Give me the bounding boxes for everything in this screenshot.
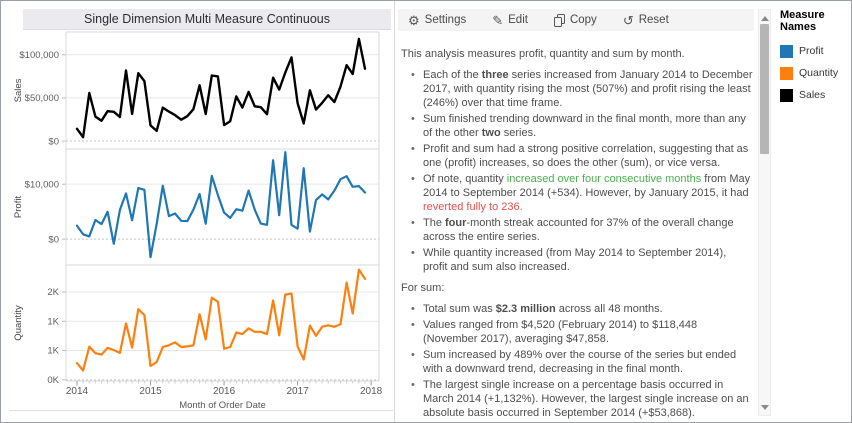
profit-line[interactable] [75, 151, 367, 259]
y-tick-label: $100,000 [19, 50, 59, 61]
copy-label: Copy [569, 14, 597, 26]
edit-label: Edit [508, 14, 528, 26]
scroll-down-arrow[interactable] [759, 401, 770, 413]
analysis-run: The largest single increase on a percent… [423, 379, 749, 419]
reset-label: Reset [638, 14, 669, 26]
analysis-run: -month streak accounted for 37% of the o… [423, 217, 734, 243]
analysis-paragraph: For sum: [401, 281, 753, 295]
analysis-bullet: Sum finished trending downward in the fi… [411, 112, 753, 140]
analysis-run: Sum finished trending downward in the fi… [423, 113, 746, 139]
analysis-bullet-list: Total sum was $2.3 million across all 48… [401, 302, 753, 422]
y-tick-label: 0K [47, 375, 59, 386]
analysis-run-bold: four [445, 217, 467, 229]
analysis-run: Sum increased by 489% over the course of… [423, 349, 737, 375]
x-tick-label: 2018 [360, 386, 383, 397]
analysis-text: This analysis measures profit, quantity … [401, 41, 753, 422]
y-tick-label: 2K [47, 287, 59, 298]
analysis-run: from May 2014 to September 2014 (+534). … [423, 173, 751, 199]
legend-swatch [780, 88, 793, 102]
analysis-bullet: Total sum was $2.3 million across all 48… [411, 302, 753, 316]
scroll-up-arrow[interactable] [759, 12, 770, 24]
measure-label-profit: Profit [13, 196, 24, 219]
legend-item-profit[interactable]: Profit [780, 40, 850, 62]
analysis-run: series. [500, 127, 537, 139]
reset-undo-icon: ↺ [622, 12, 634, 28]
analysis-panel: ⚙ Settings ✎ Edit Copy ↺ Reset This anal… [398, 9, 756, 419]
y-tick-label: 1K [47, 316, 59, 327]
legend-item-sales[interactable]: Sales [780, 84, 850, 106]
chart-title: Single Dimension Multi Measure Continuou… [23, 9, 391, 30]
analysis-run: Of note, quantity [423, 173, 507, 185]
analysis-toolbar: ⚙ Settings ✎ Edit Copy ↺ Reset [398, 9, 754, 31]
analysis-bullet: While quantity increased (from May 2014 … [411, 246, 753, 274]
legend-label: Profit [799, 45, 824, 57]
x-tick-label: 2015 [139, 386, 162, 397]
analysis-bullet: The largest single increase on a percent… [411, 378, 753, 420]
x-tick-label: 2016 [213, 386, 236, 397]
quantity-line[interactable] [75, 268, 367, 372]
analysis-run: Each of the [423, 69, 482, 81]
analysis-run: series increased from January 2014 to De… [423, 69, 753, 109]
x-tick-label: 2017 [286, 386, 309, 397]
pencil-icon: ✎ [492, 12, 504, 28]
copy-icon [553, 13, 565, 27]
scroll-thumb[interactable] [760, 24, 769, 154]
panel-divider [394, 1, 395, 422]
analysis-run: This analysis measures profit, quantity … [401, 48, 685, 60]
analysis-bullet: Of note, quantity increased over four co… [411, 172, 753, 214]
legend-label: Quantity [799, 67, 839, 79]
analysis-run: The [423, 217, 446, 229]
analysis-bullet-list: Each of the three series increased from … [401, 68, 753, 274]
copy-button[interactable]: Copy [553, 13, 597, 27]
edit-button[interactable]: ✎ Edit [492, 14, 528, 27]
y-tick-label: $10,000 [25, 179, 59, 190]
legend-item-quantity[interactable]: Quantity [780, 62, 850, 84]
analysis-run-bold: two [481, 127, 501, 139]
x-tick-label: 2014 [66, 386, 89, 397]
analysis-run: Profit and sum had a strong positive cor… [423, 143, 749, 169]
analysis-run-bold: $2.3 million [495, 303, 556, 315]
analysis-run-bold: three [481, 69, 509, 81]
sales-line[interactable] [75, 37, 367, 139]
analysis-run: Total sum was [423, 303, 496, 315]
measure-label-sales: Sales [13, 78, 24, 102]
y-tick-label: $50,000 [25, 93, 59, 104]
gear-icon: ⚙ [408, 12, 420, 28]
legend-title: Measure Names [780, 9, 825, 33]
scrollbar[interactable] [758, 9, 771, 416]
analysis-run: While quantity increased (from May 2014 … [423, 247, 727, 273]
measure-label-quantity: Quantity [13, 305, 24, 341]
settings-button[interactable]: ⚙ Settings [408, 14, 466, 27]
charts-panel: Single Dimension Multi Measure Continuou… [9, 9, 393, 411]
legend-swatch [780, 66, 793, 80]
legend-swatch [780, 44, 793, 58]
analysis-paragraph: This analysis measures profit, quantity … [401, 47, 753, 61]
y-tick-label: $0 [48, 136, 59, 147]
reset-button[interactable]: ↺ Reset [623, 14, 669, 27]
analysis-run: across all 48 months. [555, 303, 663, 315]
analysis-run: Values ranged from $4,520 (February 2014… [423, 319, 698, 345]
x-axis-title: Month of Order Date [179, 400, 266, 409]
y-tick-label: 1K [47, 346, 59, 357]
analysis-run-red: reverted fully to 236. [423, 201, 523, 213]
y-tick-label: $0 [48, 234, 59, 245]
legend-items: Profit Quantity Sales [780, 40, 850, 106]
analysis-bullet: The four-month streak accounted for 37% … [411, 216, 753, 244]
legend-measure-names: Measure Names Profit Quantity Sales [780, 9, 850, 106]
analysis-run-green: increased over four consecutive months [506, 173, 702, 185]
analysis-bullet: Each of the three series increased from … [411, 68, 753, 110]
analysis-bullet: Profit and sum had a strong positive cor… [411, 142, 753, 170]
settings-label: Settings [424, 14, 467, 26]
analysis-run: For sum: [401, 282, 445, 294]
analysis-bullet: Values ranged from $4,520 (February 2014… [411, 318, 753, 346]
legend-label: Sales [799, 89, 826, 101]
analysis-bullet: Sum increased by 489% over the course of… [411, 348, 753, 376]
